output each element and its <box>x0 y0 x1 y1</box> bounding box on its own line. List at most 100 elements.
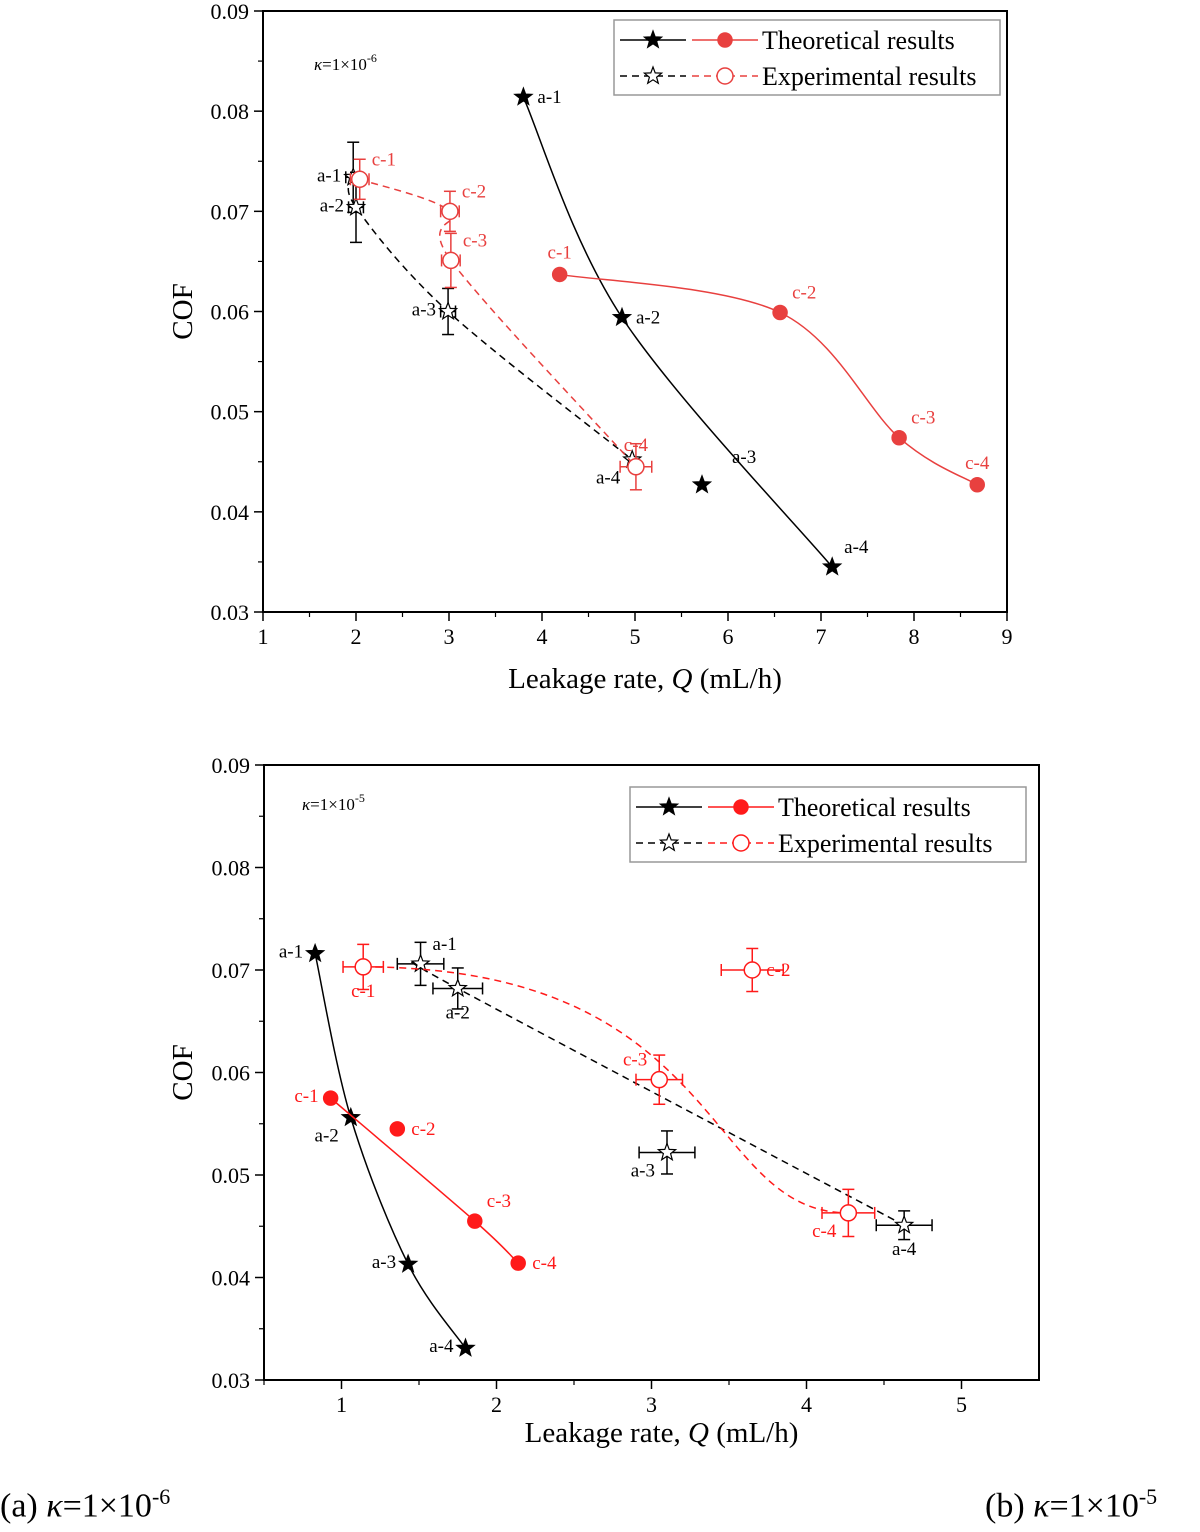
legend-marker <box>733 799 749 815</box>
x-tick-label: 7 <box>816 624 827 649</box>
kappa-value: =1×10 <box>310 795 355 814</box>
point-label: a-3 <box>412 300 436 321</box>
x-tick-label: 2 <box>351 624 362 649</box>
y-tick-label: 0.09 <box>212 753 251 778</box>
y-tick-label: 0.07 <box>211 199 250 224</box>
series-1: a-1 a-2 a-3 a-4 <box>513 86 869 576</box>
data-point-a-4 <box>821 556 843 576</box>
data-point-a-2 <box>340 1106 362 1127</box>
data-point-c-1 <box>350 170 369 189</box>
legend-label: Theoretical results <box>762 26 955 55</box>
point-label: c-3 <box>487 1191 511 1212</box>
point-label: c-3 <box>463 230 487 251</box>
legend-label: Experimental results <box>778 829 992 858</box>
series-line <box>330 1097 519 1264</box>
kappa-symbol: κ <box>302 795 311 814</box>
series-1: a-1 a-2 a-3 a-4 <box>279 942 476 1357</box>
series-4: c-1 c-2 c-3 c-4 <box>349 149 653 491</box>
x-tick-label: 4 <box>537 624 548 649</box>
point-label: c-2 <box>792 283 816 304</box>
caption-b-text: =1×10 <box>1049 1487 1139 1525</box>
data-point-a-3 <box>656 1141 678 1162</box>
point-label: c-4 <box>965 453 990 474</box>
legend-marker <box>642 29 664 49</box>
data-point-c-3 <box>467 1213 483 1229</box>
x-tick-label: 8 <box>909 624 920 649</box>
series-line <box>363 966 849 1214</box>
data-point-a-1 <box>410 953 431 973</box>
series-4: c-1 c-2 c-3 c-4 <box>342 943 876 1242</box>
point-label: a-3 <box>732 447 756 468</box>
kappa-exponent: -5 <box>355 791 365 805</box>
series-line <box>410 960 905 1226</box>
y-axis-label: COF <box>167 283 199 339</box>
x-tick-label: 1 <box>258 624 269 649</box>
kappa-annotation: κ=1×10-5 <box>302 791 365 814</box>
data-point-c-4 <box>839 1204 858 1222</box>
series-2: c-1 c-2 c-3 c-4 <box>548 242 990 493</box>
point-label: a-3 <box>372 1252 396 1273</box>
x-tick-label: 5 <box>956 1392 967 1417</box>
point-label: c-2 <box>411 1119 435 1140</box>
legend-marker <box>658 832 680 852</box>
point-label: a-1 <box>279 942 303 963</box>
data-point-c-1 <box>551 266 568 283</box>
data-point-a-4 <box>893 1214 915 1234</box>
x-tick-label: 5 <box>630 624 641 649</box>
kappa-annotation: κ=1×10-6 <box>314 51 377 74</box>
point-label: a-2 <box>315 1126 339 1147</box>
chart-2: 1 2 3 4 5 0.03 0.04 0.05 0.06 0.07 0.08 0.09 Leakage… <box>167 753 1040 1449</box>
point-label: c-1 <box>372 149 396 170</box>
legend-box <box>613 19 1001 96</box>
kappa-symbol: κ <box>314 55 323 74</box>
y-tick-label: 0.06 <box>211 300 250 325</box>
point-label: a-3 <box>631 1160 655 1181</box>
x-tick-label: 3 <box>646 1392 657 1417</box>
data-point-c-2 <box>772 304 788 321</box>
caption-a: (a) κ=1×10-6 <box>0 1484 170 1525</box>
point-label: c-2 <box>766 960 790 981</box>
data-point-a-1 <box>513 86 534 106</box>
data-point-c-3 <box>442 251 460 270</box>
kappa-exponent: -6 <box>367 51 377 65</box>
point-label: a-4 <box>892 1239 917 1260</box>
data-point-c-3 <box>650 1070 668 1089</box>
legend-marker <box>642 65 664 85</box>
legend-box <box>629 786 1027 863</box>
series-line <box>522 96 833 568</box>
caption-b: (b) κ=1×10-5 <box>985 1484 1157 1525</box>
point-label: a-1 <box>537 87 561 108</box>
x-axis-label-part: Leakage rate, <box>525 1417 688 1449</box>
x-tick-label: 3 <box>444 624 455 649</box>
data-point-c-4 <box>510 1255 526 1271</box>
series-line <box>359 178 637 468</box>
series-3: a-1 a-2 a-3 a-4 <box>396 934 933 1260</box>
caption-a-kappa: κ <box>46 1487 63 1525</box>
point-label: c-1 <box>294 1086 318 1107</box>
point-label: c-1 <box>351 981 375 1002</box>
x-tick-label: 2 <box>491 1392 502 1417</box>
point-label: a-2 <box>636 308 660 329</box>
x-tick-label: 1 <box>336 1392 347 1417</box>
legend-label: Experimental results <box>762 62 976 91</box>
point-label: c-2 <box>462 181 486 202</box>
data-point-c-1 <box>322 1090 339 1106</box>
x-axis-label: Leakage rate, Q (mL/h) <box>525 1417 799 1449</box>
data-point-c-2 <box>743 961 761 979</box>
x-tick-label: 4 <box>801 1392 812 1417</box>
chart-1: 1 2 3 4 5 6 7 8 9 0.03 0.04 0.05 0.06 0.07 0.08 0.09 Lea… <box>167 0 1013 695</box>
caption-a-text: =1×10 <box>62 1487 152 1525</box>
point-label: c-3 <box>911 408 935 429</box>
point-label: a-1 <box>433 934 457 955</box>
legend-label: Theoretical results <box>778 793 971 822</box>
x-axis-label-part: Q <box>688 1417 709 1449</box>
y-tick-label: 0.04 <box>211 500 250 525</box>
point-label: a-4 <box>596 468 621 489</box>
caption-a-exp: -6 <box>151 1484 171 1509</box>
point-label: a-2 <box>446 1002 470 1023</box>
caption-b-kappa: κ <box>1033 1487 1050 1525</box>
data-point-a-3 <box>437 300 459 321</box>
series-line <box>559 273 978 486</box>
data-point-a-2 <box>345 196 367 216</box>
y-tick-label: 0.03 <box>212 1368 251 1393</box>
